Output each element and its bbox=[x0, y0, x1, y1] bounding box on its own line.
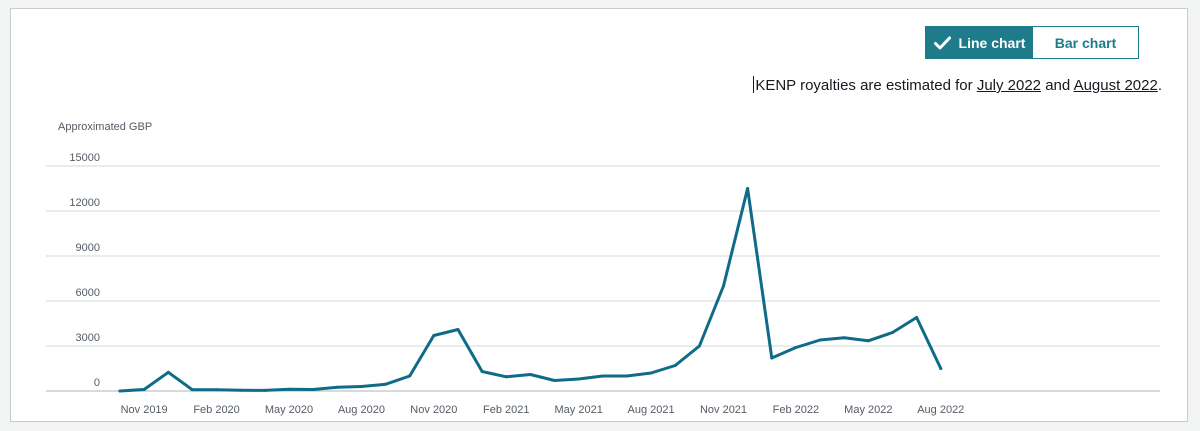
y-tick-label-15000: 15000 bbox=[69, 152, 100, 164]
x-tick-label-1: Feb 2020 bbox=[193, 404, 239, 416]
y-tick-label-9000: 9000 bbox=[76, 242, 100, 254]
chart-type-toggle: Line chart Bar chart bbox=[925, 26, 1139, 59]
data-point-29 bbox=[818, 338, 822, 342]
data-point-7 bbox=[287, 387, 291, 391]
data-point-14 bbox=[456, 328, 460, 331]
note-joiner: and bbox=[1041, 77, 1074, 94]
data-point-0 bbox=[118, 389, 122, 393]
x-tick-label-6: May 2021 bbox=[555, 404, 603, 416]
chart-panel bbox=[10, 8, 1188, 422]
data-point-31 bbox=[866, 339, 870, 343]
data-point-22 bbox=[649, 371, 653, 375]
line-chart-label: Line chart bbox=[958, 34, 1026, 51]
data-point-8 bbox=[311, 388, 315, 391]
data-point-26 bbox=[746, 187, 750, 190]
data-point-24 bbox=[697, 344, 701, 348]
x-tick-label-5: Feb 2021 bbox=[483, 404, 529, 416]
x-tick-label-0: Nov 2019 bbox=[121, 404, 168, 416]
x-axis-ticks: Nov 2019 Feb 2020 May 2020 Aug 2020 Nov 2020… bbox=[121, 404, 965, 416]
data-point-9 bbox=[335, 385, 339, 389]
data-point-10 bbox=[359, 385, 363, 388]
y-axis-ticks: 0 3000 6000 9000 12000 15000 bbox=[69, 152, 100, 389]
x-tick-label-10: May 2022 bbox=[844, 404, 892, 416]
series-group bbox=[118, 187, 943, 393]
data-point-12 bbox=[408, 374, 412, 378]
x-tick-label-4: Nov 2020 bbox=[410, 404, 457, 416]
data-point-3 bbox=[190, 388, 194, 392]
x-tick-label-8: Nov 2021 bbox=[700, 404, 747, 416]
note-prefix: KENP royalties are estimated for bbox=[755, 77, 977, 94]
data-point-15 bbox=[480, 370, 484, 373]
data-point-32 bbox=[890, 331, 894, 334]
text-cursor bbox=[753, 76, 755, 93]
line-chart-button[interactable]: Line chart bbox=[926, 27, 1033, 58]
data-point-18 bbox=[553, 379, 557, 382]
x-tick-label-11: Aug 2022 bbox=[917, 404, 964, 416]
x-tick-label-9: Feb 2022 bbox=[773, 404, 819, 416]
data-point-11 bbox=[384, 382, 388, 386]
y-tick-label-0: 0 bbox=[94, 377, 100, 389]
data-point-30 bbox=[842, 336, 846, 340]
data-point-5 bbox=[239, 388, 243, 392]
data-point-19 bbox=[577, 377, 581, 381]
y-tick-label-6000: 6000 bbox=[76, 287, 100, 299]
bar-chart-label: Bar chart bbox=[1054, 34, 1117, 51]
data-point-25 bbox=[722, 284, 725, 288]
data-point-1 bbox=[142, 388, 146, 391]
data-point-28 bbox=[794, 346, 798, 349]
data-point-13 bbox=[432, 334, 436, 337]
y-axis-label: Approximated GBP bbox=[58, 121, 152, 133]
data-point-6 bbox=[263, 388, 267, 392]
data-point-23 bbox=[673, 364, 677, 367]
data-point-27 bbox=[770, 356, 774, 360]
august-2022-link[interactable]: August 2022 bbox=[1073, 77, 1158, 94]
data-point-21 bbox=[625, 374, 629, 378]
data-point-20 bbox=[601, 374, 605, 378]
x-tick-label-2: May 2020 bbox=[265, 404, 313, 416]
x-tick-label-7: Aug 2021 bbox=[628, 404, 675, 416]
x-tick-label-3: Aug 2020 bbox=[338, 404, 385, 416]
data-point-34 bbox=[939, 367, 943, 370]
bar-chart-button[interactable]: Bar chart bbox=[1033, 27, 1138, 58]
data-point-16 bbox=[504, 375, 508, 379]
data-point-4 bbox=[215, 388, 219, 392]
data-point-33 bbox=[915, 316, 919, 319]
grid-lines bbox=[46, 165, 1160, 392]
july-2022-link[interactable]: July 2022 bbox=[976, 77, 1042, 94]
y-tick-label-3000: 3000 bbox=[76, 332, 100, 344]
data-point-2 bbox=[166, 370, 170, 374]
data-point-17 bbox=[528, 373, 532, 376]
series-line-0 bbox=[118, 187, 943, 393]
estimate-note: KENP royalties are estimated for July 20… bbox=[753, 76, 1162, 94]
y-tick-label-12000: 12000 bbox=[69, 197, 100, 209]
checkmark-icon bbox=[933, 36, 951, 50]
note-suffix: . bbox=[1157, 77, 1162, 94]
